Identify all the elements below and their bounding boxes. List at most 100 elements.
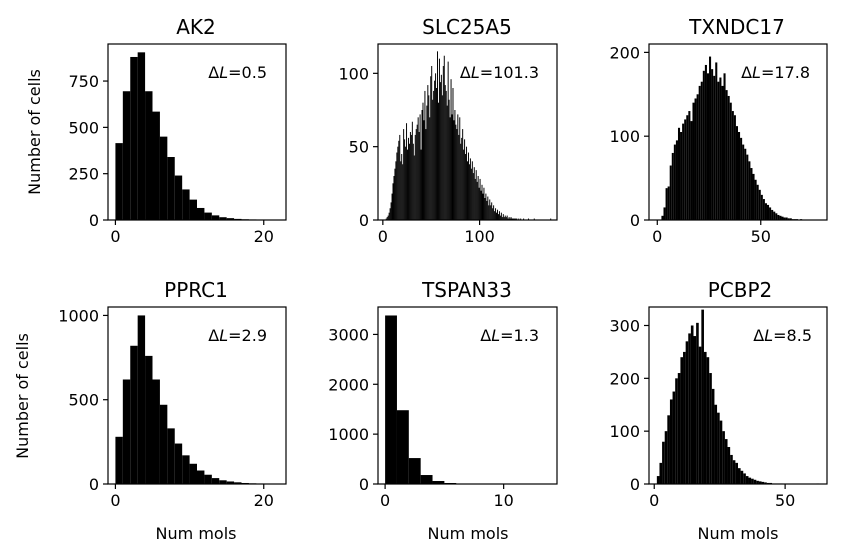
histogram-bar xyxy=(431,66,433,220)
histogram-bar xyxy=(226,218,235,220)
histogram-bar xyxy=(785,217,788,220)
panel-title: SLC25A5 xyxy=(422,15,512,39)
histogram-bar xyxy=(685,341,689,484)
histogram-bar xyxy=(764,203,767,220)
histogram-bar xyxy=(480,190,482,220)
delta-l-annotation: ΔL=101.3 xyxy=(460,63,539,82)
panel-pcbp2: PCBP2 ΔL=8.5 0 50 0 100 200 300 xyxy=(609,278,828,510)
histogram-bar xyxy=(775,213,778,220)
histogram-bar xyxy=(702,70,705,220)
histogram-bar xyxy=(432,481,445,484)
histogram-bar xyxy=(673,144,676,220)
histogram-bar xyxy=(498,211,500,220)
y-tick-label: 100 xyxy=(609,422,640,441)
histogram-bar xyxy=(432,99,434,220)
histogram-bar xyxy=(683,351,686,484)
histogram-bar xyxy=(454,110,456,220)
x-tick-label: 0 xyxy=(652,227,662,246)
y-tick-label: 250 xyxy=(68,165,99,184)
histogram-bar xyxy=(412,143,414,220)
histogram-bar xyxy=(189,199,197,220)
histogram-bar xyxy=(662,441,665,484)
histogram-bar xyxy=(469,158,471,220)
histogram-bar xyxy=(769,207,772,220)
histogram-bar xyxy=(493,205,495,220)
panel-title: PCBP2 xyxy=(708,278,773,302)
axes: 0 50 0 100 200 xyxy=(609,43,828,246)
histogram-bar xyxy=(167,428,175,484)
histogram-bar xyxy=(463,149,465,220)
histogram-bar xyxy=(461,137,463,220)
histogram-bar xyxy=(690,325,694,484)
histogram-bar xyxy=(152,379,160,484)
histogram-bar xyxy=(671,152,674,220)
histogram-bar xyxy=(506,215,508,220)
histogram-bar xyxy=(408,458,421,484)
y-tick-label: 300 xyxy=(609,316,640,335)
histogram-bar xyxy=(766,204,770,220)
histogram-bar xyxy=(721,85,724,221)
histogram-bar xyxy=(742,144,745,220)
histogram-bar xyxy=(738,468,741,484)
histogram-bar xyxy=(427,85,429,220)
histogram-bar xyxy=(115,143,123,220)
histogram-bar xyxy=(711,69,714,220)
histogram-bar xyxy=(115,436,123,484)
histogram-bar xyxy=(453,120,455,220)
histogram-bar xyxy=(735,126,738,220)
axes: 0 100 0 50 100 xyxy=(338,43,558,246)
histogram-bar xyxy=(416,124,418,220)
histogram-bar xyxy=(684,119,687,220)
axes: 0 10 0 1000 2000 3000 xyxy=(328,306,558,510)
histogram-bar xyxy=(436,88,438,220)
axes: 0 20 0 500 1000 xyxy=(58,306,287,510)
histogram-bar xyxy=(421,110,423,220)
panel-ak2: AK2 ΔL=0.5 0 20 0 250 500 750 xyxy=(68,15,287,246)
histogram-bar xyxy=(130,56,138,220)
histogram-bar xyxy=(211,215,220,220)
histogram-bar xyxy=(409,132,411,220)
histogram-bar xyxy=(426,105,428,220)
histogram-bar xyxy=(756,480,759,484)
histogram-bar xyxy=(219,217,227,220)
histogram-bar xyxy=(527,218,529,220)
histogram-bar xyxy=(478,187,480,220)
histogram-bar xyxy=(434,80,436,220)
histogram-bar xyxy=(385,315,397,484)
histogram-bars xyxy=(115,315,272,484)
panel-slc25a5: SLC25A5 ΔL=101.3 0 100 0 50 100 xyxy=(338,15,558,246)
histogram-bar xyxy=(390,202,392,220)
histogram-bar xyxy=(400,161,402,220)
histogram-bar xyxy=(656,476,660,484)
y-tick-label: 3000 xyxy=(328,325,369,344)
histogram-bar xyxy=(204,474,212,484)
histogram-bar xyxy=(488,205,490,220)
histogram-bar xyxy=(484,198,486,220)
histogram-bar xyxy=(439,82,441,220)
histogram-bar xyxy=(456,129,458,220)
histogram-bar xyxy=(509,218,511,220)
y-tick-label: 1000 xyxy=(58,306,99,325)
y-tick-label: 500 xyxy=(68,118,99,137)
histogram-bar xyxy=(423,120,425,220)
histogram-bar xyxy=(471,161,473,220)
histogram-bar xyxy=(760,194,763,220)
histogram-bar xyxy=(397,146,399,220)
histogram-bar xyxy=(692,102,695,220)
panel-title: TSPAN33 xyxy=(421,278,512,302)
histogram-bar xyxy=(438,58,440,220)
histogram-bar xyxy=(448,99,450,220)
delta-l-annotation: ΔL=17.8 xyxy=(741,63,810,82)
histogram-bar xyxy=(744,148,747,220)
histogram-bar xyxy=(762,199,765,220)
x-tick-label: 20 xyxy=(254,491,274,510)
histogram-bar xyxy=(727,95,730,220)
histogram-bar xyxy=(698,85,701,221)
histogram-bar xyxy=(466,146,468,220)
histogram-bar xyxy=(479,178,481,220)
plot-frame xyxy=(377,306,558,485)
histogram-bar xyxy=(393,176,395,220)
histogram-bar xyxy=(740,470,744,484)
histogram-bar xyxy=(481,184,483,220)
histogram-bar xyxy=(152,111,160,220)
